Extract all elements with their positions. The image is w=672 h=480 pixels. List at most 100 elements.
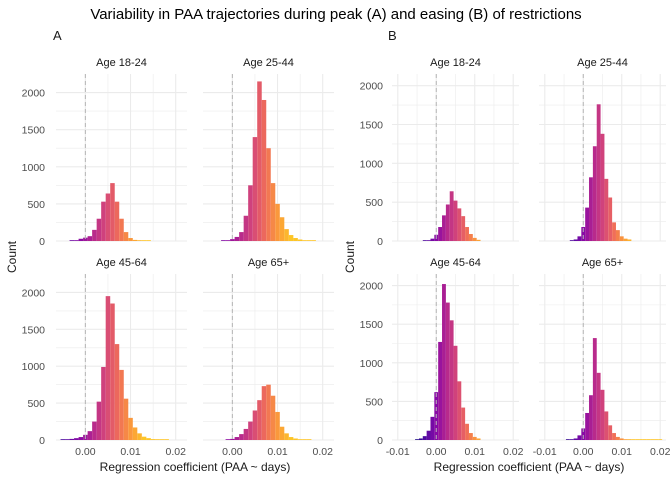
histogram-bar <box>461 216 466 241</box>
x-tick-label: 0.01 <box>612 446 633 458</box>
y-tick-label: 1500 <box>360 319 384 331</box>
histogram-bar <box>92 421 97 440</box>
y-tick-label: 0 <box>377 236 383 248</box>
histogram-bar <box>438 227 443 241</box>
histogram-bar <box>589 395 593 440</box>
histogram-bar <box>279 217 285 241</box>
histogram-bar <box>270 395 276 440</box>
facet-A-2: Age 25-44 <box>203 57 334 242</box>
histogram-bar <box>146 438 151 440</box>
histogram-bar <box>422 436 427 440</box>
histogram-bar <box>266 148 271 241</box>
histogram-bar <box>604 178 609 241</box>
histogram-bar <box>430 416 435 440</box>
histogram-bar <box>465 423 469 440</box>
histogram-bar <box>69 240 75 241</box>
histogram-bar <box>600 133 605 241</box>
histogram-bar <box>573 239 578 241</box>
histogram-bar <box>239 232 244 241</box>
histogram-bar <box>422 240 427 241</box>
y-tick-label: 0 <box>377 435 383 447</box>
histogram-bar <box>442 284 446 440</box>
y-tick-label: 2000 <box>22 88 46 100</box>
histogram-bar <box>83 237 88 241</box>
histogram-bar <box>654 439 659 440</box>
histogram-bar <box>581 227 586 241</box>
histogram-bar <box>248 421 253 440</box>
histogram-bar <box>74 240 79 241</box>
histogram-bar <box>293 238 298 241</box>
histogram-bar <box>114 201 120 241</box>
histogram-bar <box>589 177 593 241</box>
x-tick-label: 0.02 <box>165 446 186 458</box>
histogram-bar <box>608 425 613 440</box>
histogram-bar <box>101 366 106 440</box>
x-tick-label: 0.00 <box>75 446 96 458</box>
histogram-bar <box>123 232 129 241</box>
histogram-bar <box>297 239 303 241</box>
histogram-bar <box>87 236 93 241</box>
panel-label-B: B <box>388 28 397 43</box>
histogram-bar <box>449 320 454 440</box>
facet-title: Age 65+ <box>248 257 289 269</box>
histogram-bar <box>623 238 628 241</box>
histogram-bar <box>96 218 102 241</box>
histogram-bar <box>430 238 435 241</box>
y-tick-label: 1500 <box>360 119 384 131</box>
histogram-bar <box>415 439 419 440</box>
y-tick-label: 1500 <box>22 324 46 336</box>
histogram-bar <box>252 137 258 241</box>
histogram-bar <box>279 426 285 440</box>
y-tick-label: 0 <box>39 236 45 248</box>
histogram-bar <box>261 386 267 440</box>
y-tick-label: 500 <box>27 398 45 410</box>
histogram-bar <box>114 344 120 440</box>
histogram-bar <box>565 439 570 440</box>
y-tick-label: 1000 <box>22 162 46 174</box>
histogram-bar <box>449 191 454 241</box>
y-axis-title-B: Count <box>343 240 357 273</box>
histogram-bar <box>141 240 147 241</box>
histogram-bar <box>60 439 66 440</box>
histogram-bar <box>69 438 75 440</box>
histogram-bar <box>646 439 651 440</box>
histogram-bar <box>461 407 466 440</box>
panel-label-A: A <box>53 28 62 43</box>
histogram-bar <box>631 439 636 440</box>
histogram-bar <box>164 439 169 440</box>
histogram-bar <box>426 240 431 241</box>
histogram-bar <box>612 433 616 440</box>
facet-A-3: Age 45-64 0 500 1000 1500 2000 0.00 0.01 0.02 <box>22 257 187 458</box>
histogram-bar <box>592 146 597 241</box>
histogram-bar <box>623 439 628 440</box>
x-axis-title-A: Regression coefficient (PAA ~ days) <box>100 460 291 474</box>
y-tick-label: 2000 <box>360 281 384 293</box>
histogram-bar <box>442 215 446 241</box>
histogram-bar <box>137 433 142 440</box>
histogram-bar <box>141 436 147 440</box>
histogram-bar <box>230 239 235 241</box>
facet-A-1: Age 18-24 0 500 1000 1500 2000 <box>22 57 187 248</box>
histogram-bar <box>445 302 450 440</box>
histogram-bar <box>306 240 312 241</box>
facet-title: Age 45-64 <box>430 257 481 269</box>
y-tick-label: 1000 <box>360 358 384 370</box>
histogram-bar <box>585 412 590 440</box>
histogram-bar <box>119 218 124 241</box>
histogram-bar <box>105 296 111 440</box>
histogram-bar <box>297 439 303 440</box>
histogram-bar <box>284 229 289 241</box>
histogram-bar <box>78 238 84 241</box>
histogram-bar <box>221 240 226 241</box>
x-axis-title-B: Regression coefficient (PAA ~ days) <box>434 460 625 474</box>
histogram-bar <box>472 237 477 241</box>
histogram-bar <box>465 227 469 241</box>
histogram-bar <box>230 438 235 440</box>
y-tick-label: 500 <box>365 197 383 209</box>
x-tick-label: 0.00 <box>426 446 447 458</box>
histogram-bar <box>92 229 97 241</box>
histogram-bar <box>302 439 307 440</box>
histogram-bar <box>275 203 280 241</box>
x-tick-label: 0.02 <box>503 446 524 458</box>
histogram-bar <box>119 369 124 440</box>
